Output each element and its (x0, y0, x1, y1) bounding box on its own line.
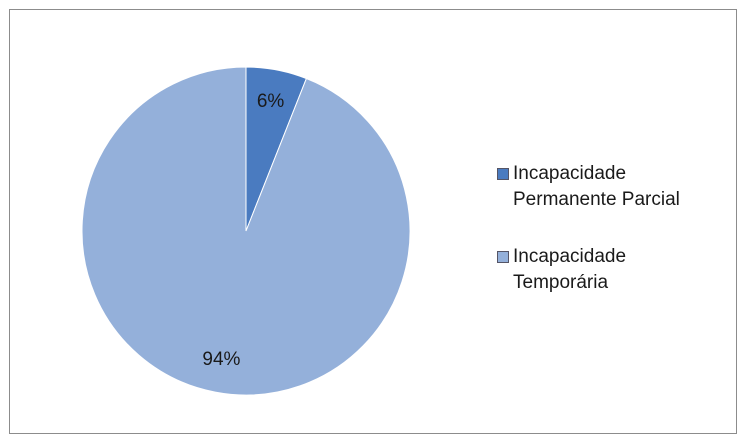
legend-swatch (497, 168, 509, 180)
data-label: 6% (257, 91, 285, 112)
legend-entry: Incapacidade Permanente Parcial (497, 161, 723, 213)
legend-label: Incapacidade Temporária (513, 246, 627, 293)
data-label: 94% (202, 349, 240, 370)
legend-entry: Incapacidade Temporária (497, 244, 723, 296)
legend-swatch (497, 251, 509, 263)
pie-slice (81, 66, 411, 396)
legend-label: Incapacidade Permanente Parcial (513, 163, 680, 210)
